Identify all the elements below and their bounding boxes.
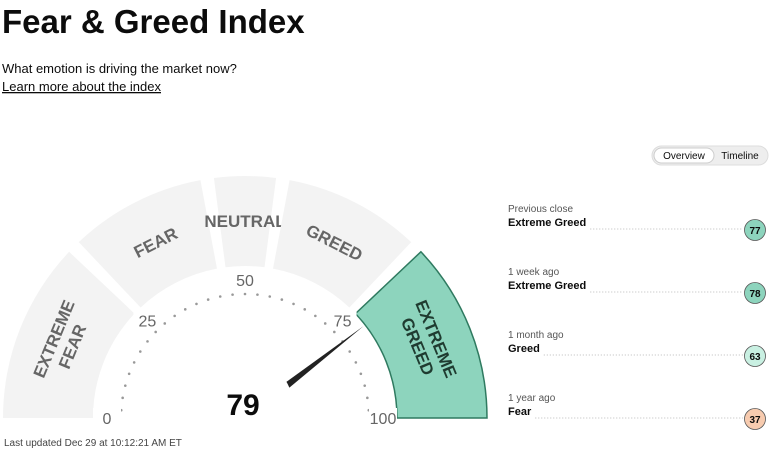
- scale-dot: [256, 293, 259, 296]
- tick-label: 50: [236, 273, 254, 290]
- tab-timeline[interactable]: Timeline: [721, 151, 759, 162]
- scale-dot: [359, 372, 363, 376]
- scale-dot: [243, 292, 247, 296]
- gauge-zone: [273, 180, 412, 308]
- tab-overview[interactable]: Overview: [663, 151, 705, 162]
- scale-dot: [354, 361, 358, 364]
- tick-bg: [231, 270, 259, 290]
- scale-dot: [173, 314, 176, 318]
- scale-dot: [366, 396, 369, 400]
- zone-label-group: NEUTRAL: [204, 212, 285, 231]
- scale-dot: [280, 298, 284, 301]
- history-value: 78: [749, 289, 761, 300]
- scale-dot: [218, 295, 222, 298]
- scale-dot: [121, 396, 124, 400]
- scale-dot: [303, 308, 307, 311]
- tick-bg: [133, 310, 162, 331]
- gauge-value: 79: [226, 389, 259, 422]
- scale-dot: [323, 322, 327, 325]
- tick-bg: [93, 408, 121, 428]
- scale-dot: [348, 350, 351, 353]
- scale-dot: [195, 302, 198, 306]
- history-value: 77: [749, 226, 761, 237]
- history: Previous close Extreme Greed 77 1 week ago E…: [508, 204, 766, 430]
- history-rating: Extreme Greed: [508, 217, 586, 229]
- history-rating: Extreme Greed: [508, 280, 586, 292]
- gauge-zone: [78, 180, 217, 308]
- tick-bg: [369, 408, 397, 428]
- scale-dot: [163, 322, 167, 325]
- scale-dot: [231, 293, 234, 296]
- scale-dot: [206, 298, 210, 301]
- scale-dot: [154, 330, 157, 334]
- value-disc: [197, 358, 293, 454]
- tick-label: 0: [103, 411, 112, 428]
- gauge-zone: [354, 250, 488, 419]
- history-badge: [744, 282, 766, 304]
- tick-label: 25: [139, 313, 157, 330]
- tick-label: 100: [370, 411, 397, 428]
- title: Fear & Greed Index: [2, 3, 305, 40]
- history-period: 1 week ago: [508, 267, 560, 278]
- history-period: 1 month ago: [508, 330, 564, 341]
- tick-label: 75: [334, 313, 352, 330]
- scale-dot: [132, 361, 136, 364]
- history-badge: [744, 408, 766, 430]
- scale-dot: [146, 340, 149, 343]
- zone-label: NEUTRAL: [204, 212, 285, 231]
- history-value: 37: [749, 415, 761, 426]
- tab-active: [653, 147, 715, 164]
- history-value: 63: [749, 352, 761, 363]
- last-updated: Last updated Dec 29 at 10:12:21 AM ET: [4, 438, 182, 449]
- history-period: Previous close: [508, 204, 573, 215]
- history-badge: [744, 345, 766, 367]
- scale-dot: [183, 308, 187, 311]
- scale-dot: [292, 302, 295, 306]
- tick-bg: [328, 310, 357, 331]
- scale-dot: [123, 384, 127, 387]
- history-rating: Fear: [508, 406, 532, 418]
- history-badge: [744, 219, 766, 241]
- gauge-zone: [3, 251, 135, 418]
- subtitle: What emotion is driving the market now?: [2, 61, 237, 76]
- scale-dot: [333, 330, 336, 334]
- scale-dot: [314, 314, 317, 318]
- scale-dot: [363, 384, 367, 387]
- scale-dot: [127, 372, 131, 376]
- history-rating: Greed: [508, 343, 540, 355]
- learn-more-link[interactable]: Learn more about the index: [2, 79, 161, 94]
- scale-dot: [268, 295, 272, 298]
- history-period: 1 year ago: [508, 393, 556, 404]
- gauge-zone: [213, 176, 277, 268]
- scale-dot: [139, 350, 142, 353]
